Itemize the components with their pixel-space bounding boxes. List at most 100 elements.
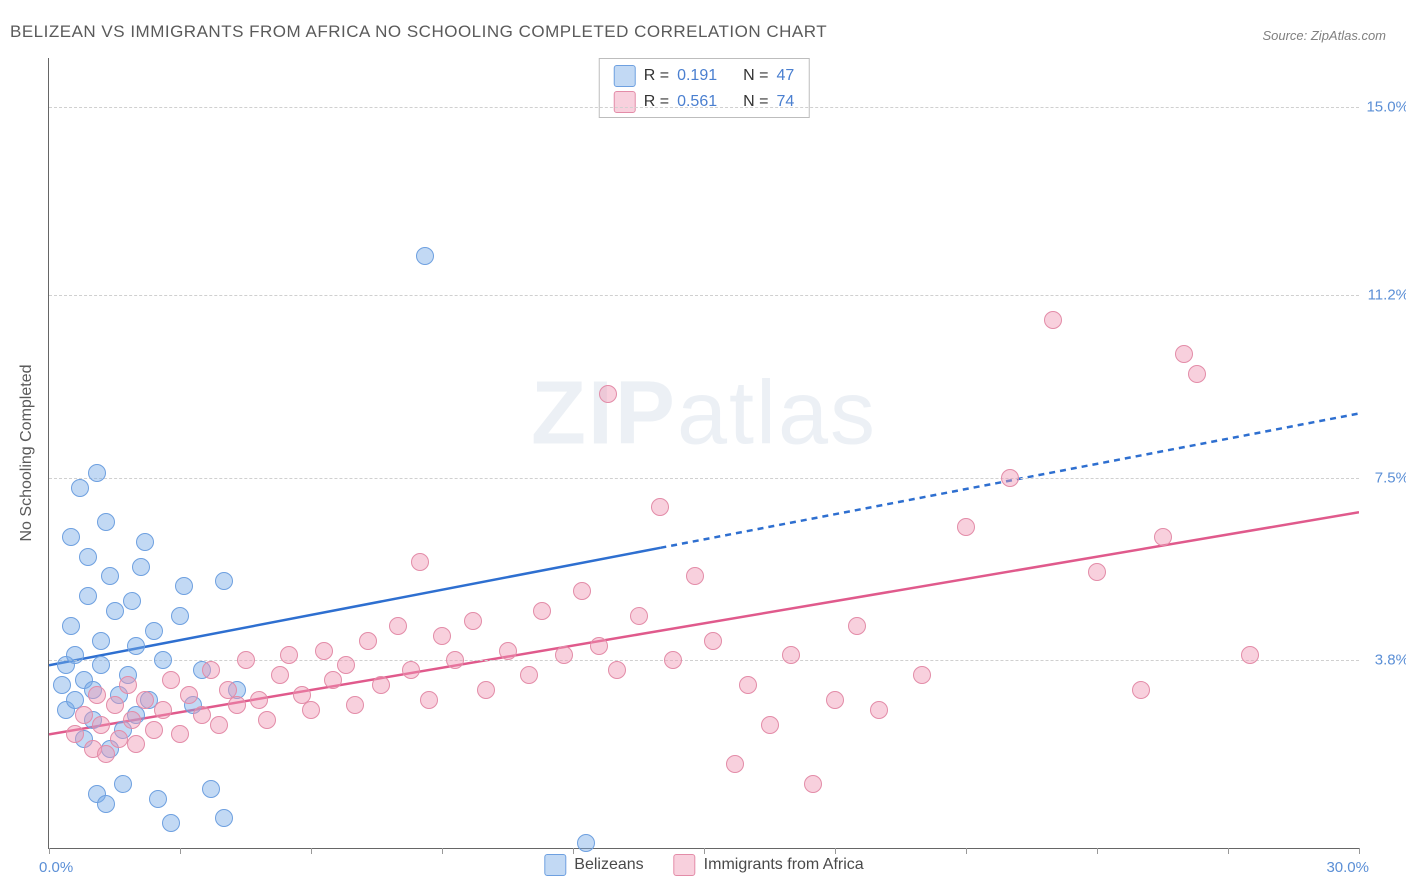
watermark-bold: ZIP: [531, 363, 677, 463]
scatter-point: [533, 602, 551, 620]
scatter-point: [477, 681, 495, 699]
y-axis-title: No Schooling Completed: [18, 365, 36, 542]
scatter-point: [271, 666, 289, 684]
scatter-point: [848, 617, 866, 635]
scatter-point: [210, 716, 228, 734]
legend-label: Belizeans: [574, 856, 643, 874]
scatter-point: [127, 735, 145, 753]
scatter-point: [97, 513, 115, 531]
scatter-point: [193, 706, 211, 724]
scatter-point: [145, 721, 163, 739]
scatter-point: [237, 651, 255, 669]
scatter-point: [782, 646, 800, 664]
scatter-point: [154, 651, 172, 669]
trend-lines: [49, 58, 1359, 848]
scatter-point: [761, 716, 779, 734]
x-tick: [704, 848, 705, 854]
scatter-point: [114, 775, 132, 793]
legend-label: Immigrants from Africa: [704, 856, 864, 874]
scatter-point: [71, 479, 89, 497]
scatter-point: [420, 691, 438, 709]
chart-title: BELIZEAN VS IMMIGRANTS FROM AFRICA NO SC…: [10, 22, 827, 42]
legend-r-label: R =: [644, 67, 669, 85]
scatter-point: [957, 518, 975, 536]
scatter-point: [136, 533, 154, 551]
x-tick: [442, 848, 443, 854]
scatter-point: [123, 592, 141, 610]
scatter-point: [1044, 311, 1062, 329]
scatter-point: [651, 498, 669, 516]
legend-item-belizeans: Belizeans: [544, 854, 643, 876]
scatter-point: [520, 666, 538, 684]
scatter-point: [202, 661, 220, 679]
legend-r-value: 0.191: [677, 67, 717, 85]
chart-container: BELIZEAN VS IMMIGRANTS FROM AFRICA NO SC…: [0, 0, 1406, 892]
scatter-point: [704, 632, 722, 650]
scatter-point: [175, 577, 193, 595]
scatter-point: [411, 553, 429, 571]
scatter-point: [804, 775, 822, 793]
scatter-point: [215, 809, 233, 827]
scatter-point: [97, 795, 115, 813]
legend-item-africa: Immigrants from Africa: [674, 854, 864, 876]
scatter-point: [464, 612, 482, 630]
legend-swatch-belizeans: [544, 854, 566, 876]
scatter-point: [446, 651, 464, 669]
scatter-point: [106, 602, 124, 620]
scatter-point: [1001, 469, 1019, 487]
x-axis-min-label: 0.0%: [39, 859, 73, 876]
scatter-point: [154, 701, 172, 719]
scatter-point: [1241, 646, 1259, 664]
scatter-point: [337, 656, 355, 674]
legend-n-value: 47: [776, 67, 794, 85]
legend-swatch-belizeans: [614, 65, 636, 87]
scatter-point: [402, 661, 420, 679]
scatter-point: [215, 572, 233, 590]
x-tick: [180, 848, 181, 854]
scatter-point: [62, 528, 80, 546]
scatter-point: [92, 656, 110, 674]
scatter-point: [162, 814, 180, 832]
scatter-point: [913, 666, 931, 684]
scatter-point: [97, 745, 115, 763]
legend-row: R = 0.191 N = 47: [614, 63, 795, 89]
scatter-point: [346, 696, 364, 714]
scatter-point: [110, 730, 128, 748]
legend-swatch-africa: [674, 854, 696, 876]
scatter-point: [359, 632, 377, 650]
scatter-point: [136, 691, 154, 709]
scatter-point: [88, 686, 106, 704]
scatter-point: [826, 691, 844, 709]
scatter-point: [250, 691, 268, 709]
x-axis-max-label: 30.0%: [1326, 859, 1369, 876]
gridline-horizontal: [49, 107, 1359, 108]
watermark: ZIPatlas: [531, 362, 877, 465]
y-tick-label: 7.5%: [1375, 469, 1406, 486]
legend-swatch-africa: [614, 91, 636, 113]
scatter-point: [302, 701, 320, 719]
scatter-point: [389, 617, 407, 635]
plot-area: ZIPatlas No Schooling Completed R = 0.19…: [48, 58, 1359, 849]
scatter-point: [315, 642, 333, 660]
x-tick: [311, 848, 312, 854]
x-tick: [573, 848, 574, 854]
legend-series: Belizeans Immigrants from Africa: [544, 854, 863, 876]
source-label: Source: ZipAtlas.com: [1262, 28, 1386, 43]
scatter-point: [726, 755, 744, 773]
x-tick: [1228, 848, 1229, 854]
gridline-horizontal: [49, 295, 1359, 296]
scatter-point: [132, 558, 150, 576]
scatter-point: [739, 676, 757, 694]
scatter-point: [127, 637, 145, 655]
scatter-point: [62, 617, 80, 635]
scatter-point: [1188, 365, 1206, 383]
scatter-point: [573, 582, 591, 600]
scatter-point: [119, 676, 137, 694]
scatter-point: [1088, 563, 1106, 581]
scatter-point: [372, 676, 390, 694]
scatter-point: [630, 607, 648, 625]
scatter-point: [416, 247, 434, 265]
scatter-point: [149, 790, 167, 808]
scatter-point: [180, 686, 198, 704]
scatter-point: [92, 716, 110, 734]
